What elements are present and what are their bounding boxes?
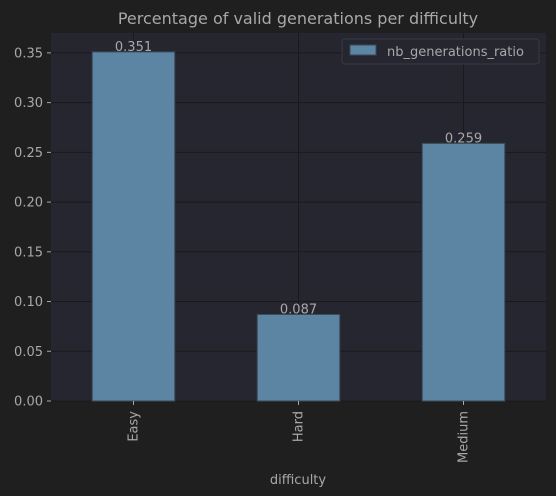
bar-data-labels: 0.351 0.087 0.259 [115, 40, 482, 318]
y-tick-label: 0.05 [14, 345, 43, 360]
bar [91, 51, 176, 402]
legend-swatch [349, 44, 377, 56]
x-tick-label: Medium [457, 411, 472, 463]
y-tick-label: 0.30 [14, 96, 43, 111]
y-tick-label: 0.00 [14, 395, 43, 410]
x-tick-label: Easy [127, 411, 142, 442]
x-tick-label: Hard [292, 411, 307, 442]
bar [256, 313, 341, 402]
legend-frame [341, 38, 540, 65]
bars [91, 51, 506, 402]
bar-data-label: 0.259 [445, 131, 482, 146]
y-tick-label: 0.10 [14, 295, 43, 310]
bar-data-label: 0.351 [115, 40, 152, 55]
y-tick-label: 0.35 [14, 46, 43, 61]
bar [421, 142, 506, 402]
y-tick-label: 0.25 [14, 146, 43, 161]
y-axis: 0.00 0.05 0.10 0.15 0.20 0.25 0.30 0.35 [14, 46, 51, 410]
legend-label: nb_generations_ratio [387, 45, 524, 60]
y-tick-label: 0.15 [14, 245, 43, 260]
legend: nb_generations_ratio [341, 38, 540, 65]
y-tick-label: 0.20 [14, 196, 43, 211]
x-axis-label: difficulty [270, 473, 327, 488]
chart-title: Percentage of valid generations per diff… [118, 9, 478, 28]
bar-data-label: 0.087 [280, 302, 317, 317]
x-axis: Easy Hard Medium [127, 401, 472, 463]
